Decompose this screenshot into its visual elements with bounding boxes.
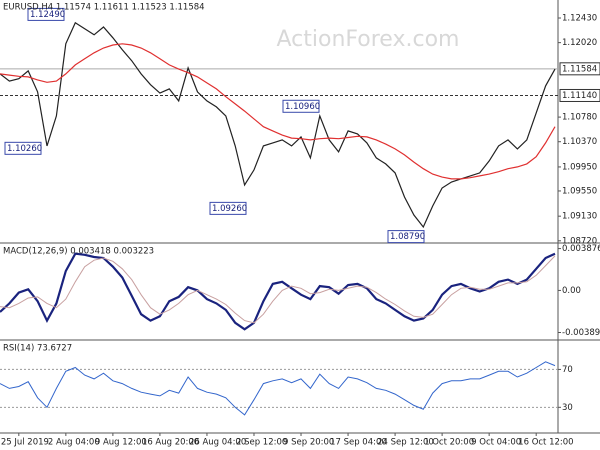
- x-tick-label: 17 Sep 04:00: [330, 438, 387, 448]
- y-tick-label: 30: [562, 403, 573, 413]
- watermark: ActionForex.com: [277, 27, 460, 52]
- x-tick-label: 9 Sep 20:00: [283, 438, 334, 448]
- x-tick-label: 16 Aug 20:00: [142, 438, 199, 448]
- y-tick-label: -0.003899: [562, 328, 600, 338]
- y-tick-label: 1.12020: [562, 38, 597, 48]
- annotation-box: [387, 230, 425, 244]
- x-tick-label: 24 Sep 12:00: [377, 438, 434, 448]
- y-tick-label: 1.09950: [562, 162, 597, 172]
- y-tick-label: 0.00: [562, 286, 581, 296]
- y-tick-label: 70: [562, 365, 573, 375]
- series-line: [0, 252, 556, 331]
- x-tick-label: 16 Oct 12:00: [518, 438, 573, 448]
- series-line: [0, 43, 556, 180]
- y-tick-label: 1.10780: [562, 113, 597, 123]
- y-tick-label: 1.08720: [562, 236, 597, 246]
- panel-title: MACD(12,26,9) 0.003418 0.003223: [3, 247, 154, 257]
- y-tick-label: 1.12430: [562, 14, 597, 24]
- y-tick-label: 1.10370: [562, 137, 597, 147]
- panel-title: EURUSD,H4 1.11574 1.11611 1.11523 1.1158…: [3, 3, 205, 13]
- x-tick-label: 2 Sep 12:00: [236, 438, 287, 448]
- price-label: 1.11140: [562, 91, 597, 101]
- price-label-box: [559, 62, 600, 76]
- x-tick-label: 1 Oct 20:00: [424, 438, 474, 448]
- price-label: 1.11584: [562, 64, 597, 74]
- annotation-label: 1.12490: [30, 10, 65, 20]
- y-tick-label: 1.09550: [562, 186, 597, 196]
- x-tick-label: 2 Aug 04:00: [48, 438, 100, 448]
- x-tick-label: 25 Jul 2019: [1, 438, 49, 448]
- x-tick-label: 9 Aug 12:00: [95, 438, 147, 448]
- panel-title: RSI(14) 73.6727: [3, 344, 72, 354]
- series-line: [0, 361, 556, 416]
- y-tick-label: 1.09130: [562, 212, 597, 222]
- annotation-box: [27, 7, 65, 21]
- y-tick-label: 0.003876: [562, 244, 600, 254]
- annotation-label: 1.10960: [285, 102, 320, 112]
- annotation-label: 1.10260: [7, 144, 42, 154]
- x-tick-label: 9 Oct 04:00: [471, 438, 521, 448]
- annotation-label: 1.08790: [390, 232, 425, 242]
- annotation-box: [4, 141, 42, 155]
- price-label-box: [559, 88, 600, 102]
- series-line: [0, 255, 556, 324]
- annotation-box: [282, 99, 320, 113]
- x-tick-label: 26 Aug 04:00: [189, 438, 246, 448]
- annotation-label: 1.09260: [212, 204, 247, 214]
- annotation-box: [209, 201, 247, 215]
